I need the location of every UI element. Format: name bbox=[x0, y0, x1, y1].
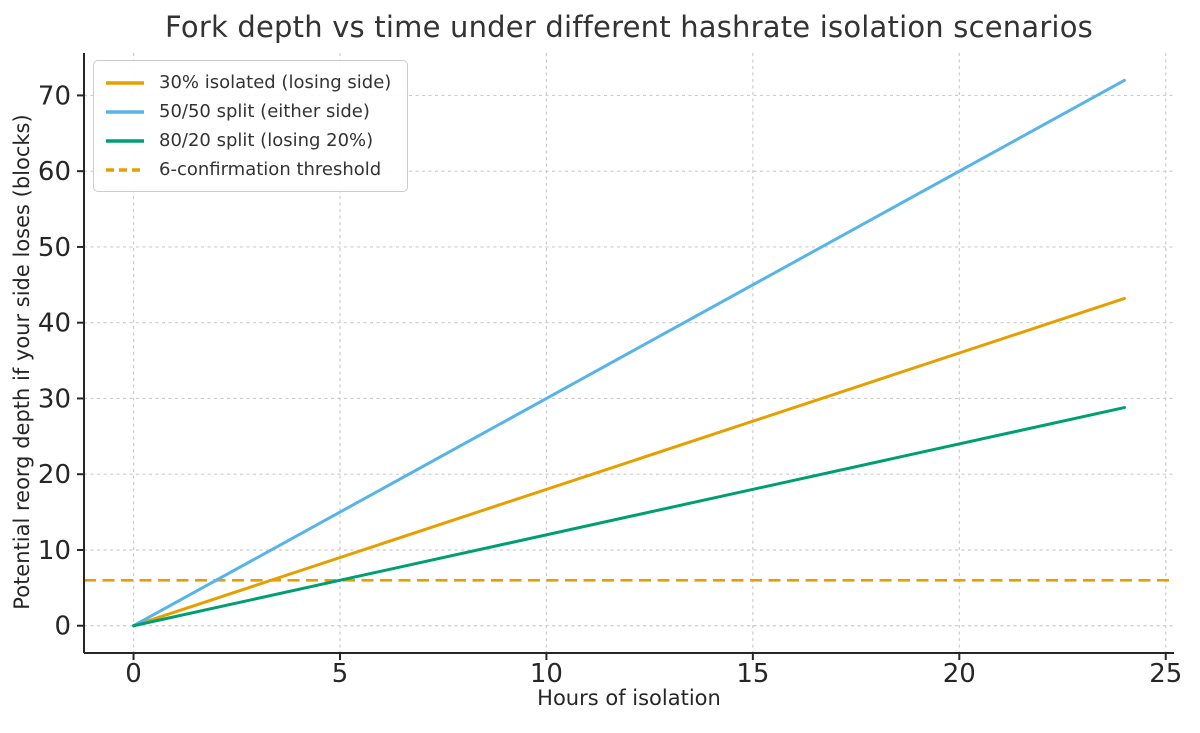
x-tick-label: 5 bbox=[332, 659, 349, 689]
legend-line-swatch bbox=[106, 80, 144, 85]
legend-label: 50/50 split (either side) bbox=[159, 101, 370, 122]
chart-title: Fork depth vs time under different hashr… bbox=[165, 10, 1093, 44]
x-tick-label: 0 bbox=[125, 659, 142, 689]
y-tick-label: 50 bbox=[38, 233, 71, 263]
y-tick-label: 20 bbox=[38, 460, 71, 490]
series-line bbox=[132, 78, 1126, 628]
y-tick-label: 40 bbox=[38, 309, 71, 339]
legend-dashed-line-swatch bbox=[106, 167, 144, 172]
legend-item: 30% isolated (losing side) bbox=[106, 68, 391, 97]
legend: 30% isolated (losing side) 50/50 split (e… bbox=[93, 60, 409, 192]
x-tick-label: 10 bbox=[530, 659, 563, 689]
x-tick-label: 15 bbox=[736, 659, 769, 689]
x-tick-label: 20 bbox=[943, 659, 976, 689]
legend-item: 80/20 split (losing 20%) bbox=[106, 126, 391, 155]
y-tick-label: 30 bbox=[38, 384, 71, 414]
x-axis-label: Hours of isolation bbox=[537, 686, 721, 710]
legend-item: 50/50 split (either side) bbox=[106, 97, 391, 126]
x-tick-label: 25 bbox=[1149, 659, 1182, 689]
legend-line-swatch bbox=[106, 138, 144, 143]
legend-label: 6-confirmation threshold bbox=[159, 159, 382, 180]
legend-label: 30% isolated (losing side) bbox=[159, 72, 392, 93]
series-line bbox=[132, 406, 1126, 628]
series-line bbox=[132, 296, 1126, 628]
y-tick-label: 60 bbox=[38, 157, 71, 187]
legend-item: 6-confirmation threshold bbox=[106, 155, 391, 184]
y-tick-label: 10 bbox=[38, 536, 71, 566]
y-axis-label: Potential reorg depth if your side loses… bbox=[10, 114, 34, 610]
y-tick-label: 0 bbox=[54, 612, 71, 642]
legend-line-swatch bbox=[106, 109, 144, 114]
legend-label: 80/20 split (losing 20%) bbox=[159, 130, 374, 151]
y-tick-label: 70 bbox=[38, 81, 71, 111]
